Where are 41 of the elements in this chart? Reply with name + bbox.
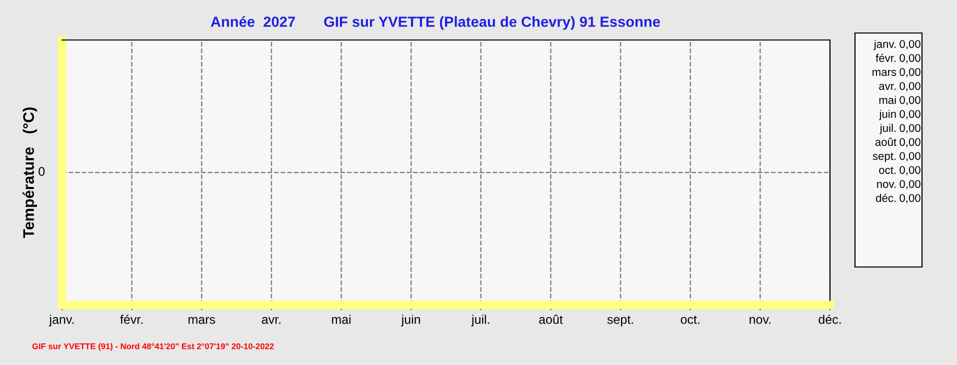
category-label: avr. xyxy=(879,84,896,90)
text: Année 2027 xyxy=(210,16,295,27)
category-label: mars xyxy=(872,70,896,76)
category-label: juin xyxy=(401,314,420,326)
category-label: août xyxy=(539,314,563,324)
data-label: 0,00 xyxy=(900,138,920,148)
category-label: nov. xyxy=(877,182,896,188)
category-label: mai xyxy=(879,96,896,104)
category-label: nov. xyxy=(750,317,770,324)
data-label: 0,00 xyxy=(900,96,920,106)
category-label: déc. xyxy=(818,314,841,324)
category-label: août xyxy=(875,138,896,146)
data-label: 0,00 xyxy=(900,40,920,50)
category-label: févr. xyxy=(876,54,896,62)
category-label: juil. xyxy=(471,314,490,326)
category-label: sept. xyxy=(607,316,633,326)
data-label: 0,00 xyxy=(900,194,920,204)
category-label: févr. xyxy=(120,314,142,324)
text: Température (°C) xyxy=(22,108,37,238)
data-label: 0,00 xyxy=(900,166,920,176)
category-label: oct. xyxy=(879,166,896,174)
category-label: mars xyxy=(188,317,216,324)
category-label: janv. xyxy=(874,40,896,50)
text: 0 xyxy=(38,167,45,176)
data-label: 0,00 xyxy=(900,180,920,190)
category-label: déc. xyxy=(876,194,896,202)
category-label: juin xyxy=(878,110,896,120)
data-label: 0,00 xyxy=(900,110,920,120)
data-label: 0,00 xyxy=(900,54,920,64)
data-label: 0,00 xyxy=(900,152,920,162)
text: GIF sur YVETTE (Plateau de Chevry) 91 Essonne xyxy=(324,16,660,30)
data-label: 0,00 xyxy=(900,68,920,78)
category-label: juil. xyxy=(880,124,896,134)
category-label: sept. xyxy=(872,152,896,162)
category-label: avr. xyxy=(262,317,280,324)
data-label: 0,00 xyxy=(900,82,920,92)
data-label: 0,00 xyxy=(900,124,920,134)
category-label: janv. xyxy=(48,314,74,326)
category-label: mai xyxy=(332,314,351,324)
category-label: oct. xyxy=(680,316,700,324)
text: GIF sur YVETTE (91) - Nord 48°41'20" Est 2°07'19" 20-10-2022 xyxy=(32,343,274,351)
